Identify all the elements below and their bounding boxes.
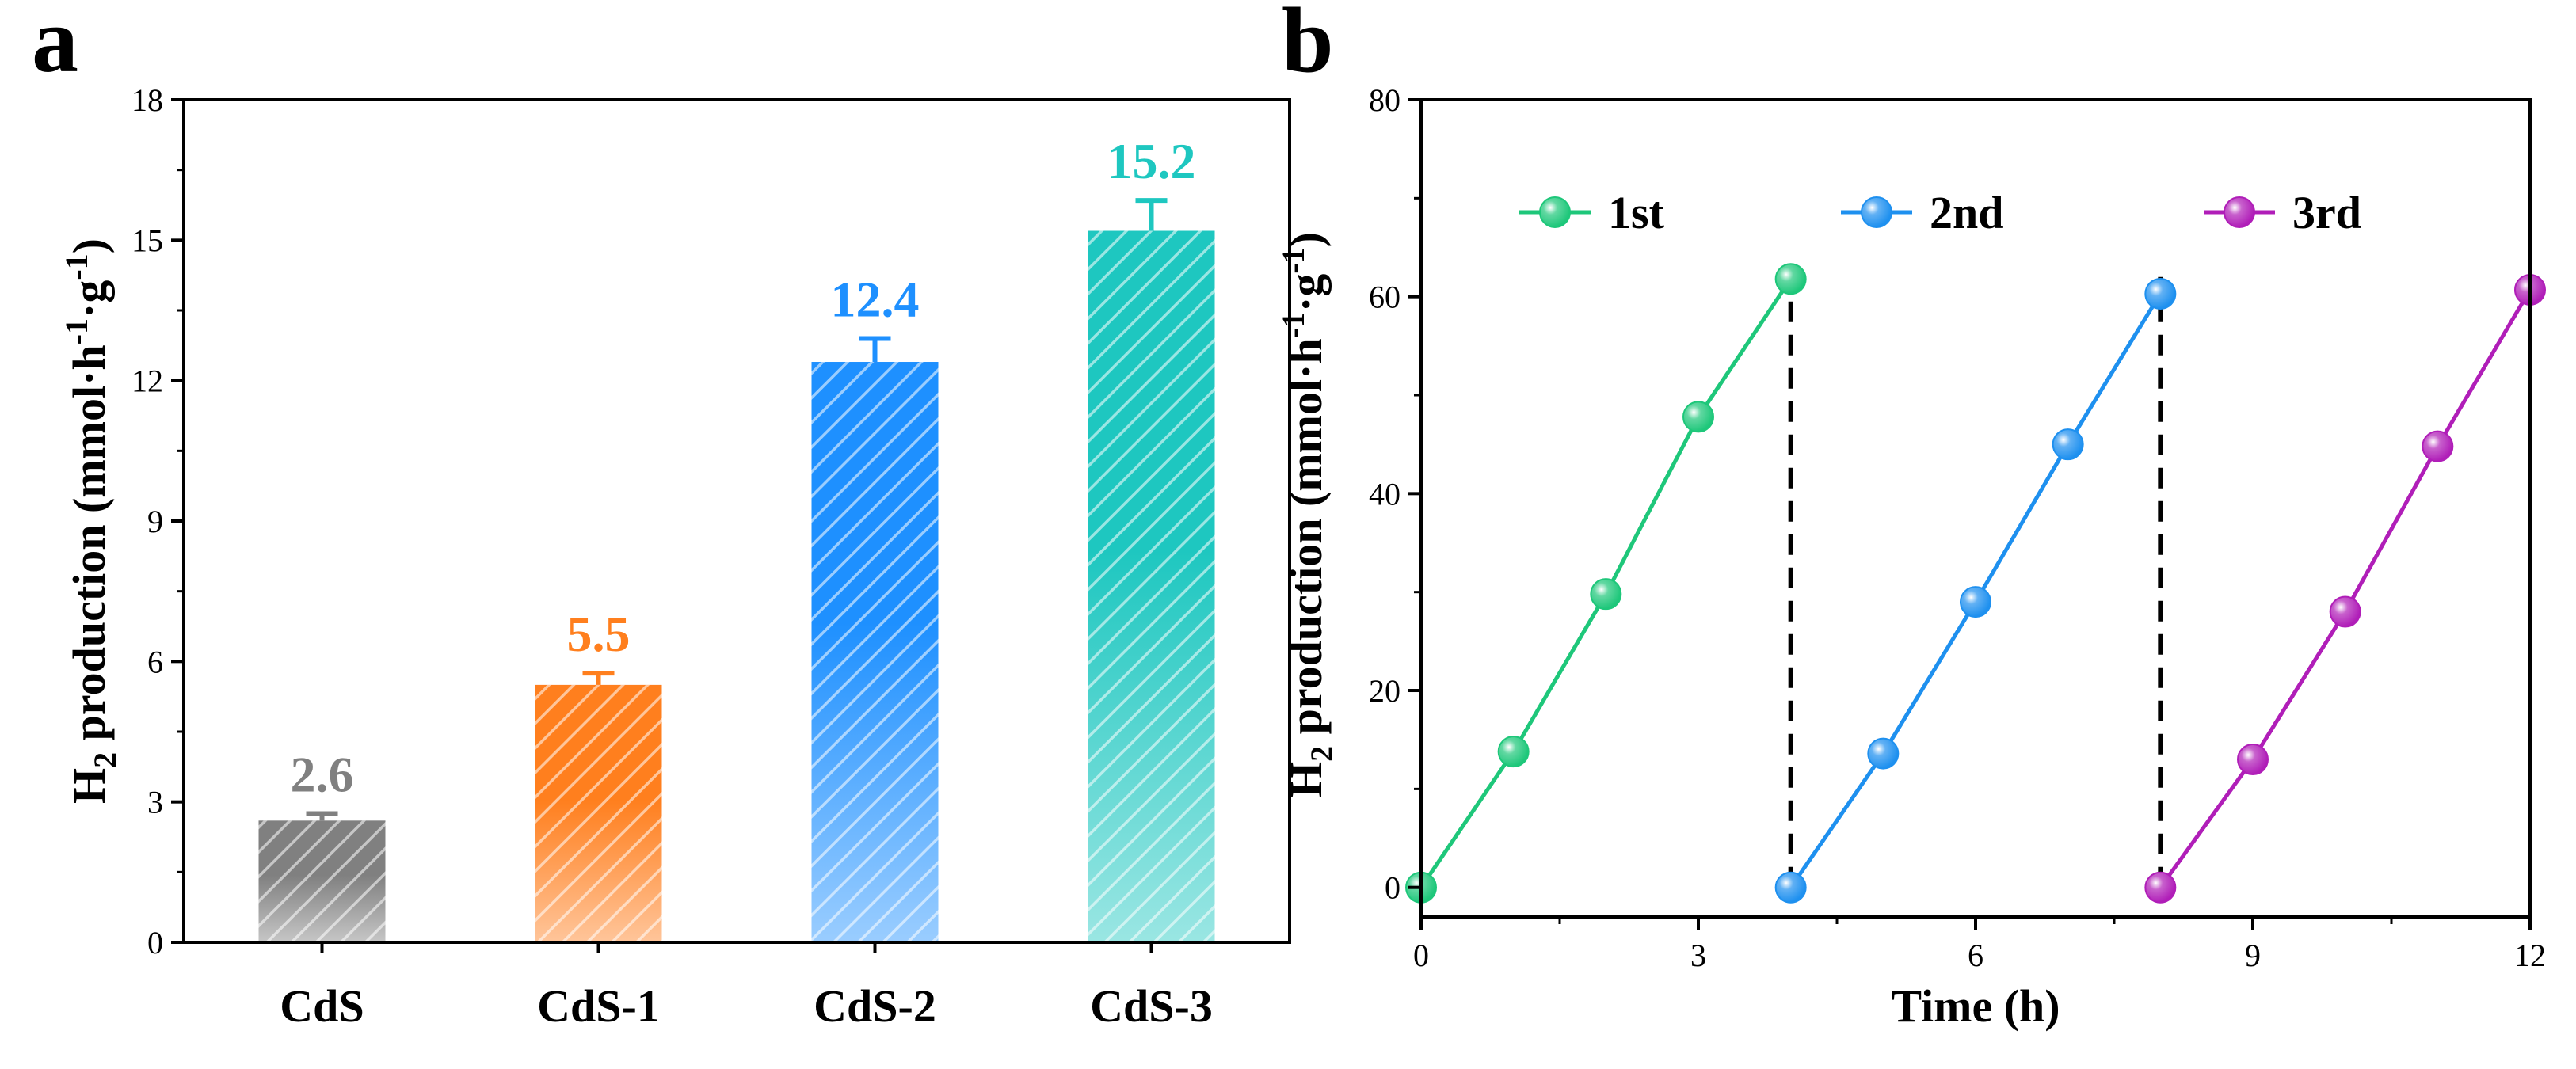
panel-b-x-axis-label: Time (h)	[1891, 980, 2060, 1032]
data-point-1st	[1774, 263, 1807, 295]
legend-label: 3rd	[2292, 187, 2361, 238]
bar-hatch-cds-3	[1088, 230, 1215, 942]
legend-marker	[1539, 196, 1571, 228]
legend-item-2nd: 2nd	[1841, 187, 2004, 238]
x-tick-label: 3	[1690, 938, 1706, 973]
error-bar-cds-1	[582, 671, 615, 685]
error-bar-cds-3	[1135, 198, 1168, 231]
y-tick-label: 20	[1369, 673, 1400, 709]
data-point-3rd	[2144, 871, 2177, 904]
y-tick-label: 12	[131, 363, 163, 399]
panel-a-bar-chart: a 2.6 5.5 12.4 15.2 CdS CdS-1 CdS-2 CdS-3 0 3 6 9 1…	[32, 0, 1291, 1032]
legend-marker	[2224, 196, 2255, 228]
series-line-3rd	[2159, 288, 2532, 889]
category-label-cds-1: CdS-1	[537, 980, 660, 1032]
data-point-2nd	[1774, 871, 1807, 904]
y-tick-label: 60	[1369, 280, 1400, 315]
y-tick-label: 80	[1369, 82, 1400, 118]
category-label-cds: CdS	[280, 980, 364, 1032]
panel-b-label: b	[1282, 0, 1334, 92]
value-label-cds-1: 5.5	[567, 606, 631, 662]
error-bar-cds	[306, 811, 338, 821]
data-point-3rd	[2237, 744, 2269, 776]
y-tick-label: 6	[147, 644, 163, 679]
value-label-cds-3: 15.2	[1107, 133, 1196, 189]
y-tick-label: 3	[147, 785, 163, 820]
legend-label: 1st	[1608, 187, 1665, 238]
data-point-2nd	[1960, 586, 1991, 618]
value-label-cds-2: 12.4	[831, 271, 920, 327]
data-point-3rd	[2329, 595, 2361, 628]
y-tick-label: 9	[147, 504, 163, 539]
y-tick-label: 0	[1385, 870, 1400, 906]
legend-item-1st: 1st	[1519, 187, 1665, 238]
data-point-2nd	[2144, 277, 2177, 310]
x-tick-label: 0	[1413, 938, 1429, 973]
legend-label: 2nd	[1930, 187, 2004, 238]
error-bar-cds-2	[859, 336, 891, 363]
x-tick-label: 12	[2514, 938, 2546, 973]
data-point-3rd	[2422, 430, 2454, 462]
category-label-cds-2: CdS-2	[814, 980, 936, 1032]
y-tick-label: 40	[1369, 476, 1400, 512]
category-label-cds-3: CdS-3	[1090, 980, 1213, 1032]
legend-marker	[1861, 196, 1892, 228]
data-point-1st	[1590, 578, 1622, 611]
bar-hatch-cds-1	[535, 684, 662, 942]
x-tick-label: 6	[1968, 938, 1983, 973]
panel-b-line-chart: b 0 3 6 9 12 0 20 40 60 80 H2 production (mmol·h-…	[1275, 0, 2546, 1032]
value-label-cds: 2.6	[291, 746, 354, 802]
bar-hatch-cds-2	[811, 362, 939, 942]
data-point-2nd	[2052, 428, 2084, 461]
bar-hatch-cds	[258, 820, 386, 942]
legend-item-3rd: 3rd	[2204, 187, 2361, 238]
y-tick-label: 15	[131, 223, 163, 258]
panel-a-y-axis-label: H2 production (mmol·h-1·g-1)	[59, 238, 123, 804]
data-point-1st	[1497, 736, 1530, 768]
panel-b-y-axis-label: H2 production (mmol·h-1·g-1)	[1275, 232, 1339, 797]
x-tick-label: 9	[2245, 938, 2261, 973]
data-point-2nd	[1867, 737, 1900, 770]
data-point-1st	[1682, 401, 1714, 433]
y-tick-label: 0	[147, 925, 163, 961]
panel-a-label: a	[32, 0, 78, 92]
y-tick-label: 18	[131, 82, 163, 118]
